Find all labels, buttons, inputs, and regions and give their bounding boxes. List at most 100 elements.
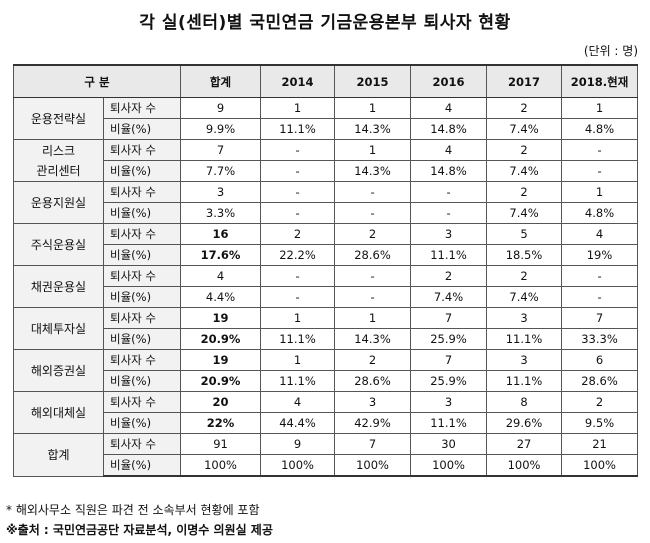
value-cell: 2	[486, 139, 563, 161]
metric-label: 퇴사자 수	[102, 349, 182, 371]
metric-label: 퇴사자 수	[102, 265, 182, 287]
metric-label: 퇴사자 수	[102, 223, 182, 245]
value-cell: 3	[334, 391, 412, 413]
table-row: 비율(%) 4.4% - -7.4% 7.4% -	[14, 286, 639, 308]
value-cell: 1	[260, 97, 336, 119]
dept-cell: 운용전략실	[13, 97, 104, 140]
unit-label: (단위 : 명)	[583, 44, 638, 58]
resignation-table: 구 분 합계 2014 2015 2016 2017 2018.현재 운용전략실…	[12, 64, 639, 477]
value-cell: -	[260, 139, 336, 161]
total-cell: 4	[180, 265, 262, 287]
value-cell: 11.1%	[260, 370, 336, 392]
value-cell: 14.3%	[334, 328, 412, 350]
table-row: 비율(%) 20.9% 11.1% 28.6% 25.9% 11.1% 28.6%	[14, 370, 639, 392]
dept-cell: 운용지원실	[13, 181, 104, 224]
total-cell: 100%	[180, 454, 262, 477]
metric-label: 비율(%)	[102, 370, 182, 392]
value-cell: 3	[410, 391, 488, 413]
footnote-scope: * 해외사무소 직원은 파견 전 소속부서 현황에 포함	[6, 503, 260, 517]
header-total: 합계	[180, 64, 262, 98]
value-cell: 14.8%	[410, 160, 488, 182]
value-cell: 11.1%	[260, 328, 336, 350]
value-cell: -	[334, 286, 412, 308]
value-cell: 6	[561, 349, 639, 371]
value-cell: 7.4%	[486, 286, 563, 308]
value-cell: 5	[486, 223, 563, 245]
value-cell: 42.9%	[334, 412, 412, 434]
value-cell: -	[260, 286, 336, 308]
value-cell: 3	[410, 223, 488, 245]
value-cell: 11.1%	[260, 118, 336, 140]
value-cell: 19%	[561, 244, 639, 266]
value-cell: 30	[410, 433, 488, 455]
value-cell: 28.6%	[561, 370, 639, 392]
total-cell: 9.9%	[180, 118, 262, 140]
value-cell: 28.6%	[334, 370, 412, 392]
total-cell: 22%	[180, 412, 262, 434]
total-cell: 9	[180, 97, 262, 119]
value-cell: 1	[334, 97, 412, 119]
metric-label: 비율(%)	[102, 454, 182, 477]
value-cell: 9	[260, 433, 336, 455]
header-2018: 2018.현재	[561, 64, 639, 98]
value-cell: 9.5%	[561, 412, 639, 434]
value-cell: 11.1%	[410, 244, 488, 266]
total-cell: 7	[180, 139, 262, 161]
value-cell: -	[334, 202, 412, 224]
value-cell: -	[410, 181, 488, 203]
value-cell: -	[334, 265, 412, 287]
dept-label: 해외증권실	[30, 363, 87, 378]
total-cell: 20.9%	[180, 328, 262, 350]
value-cell: 100%	[260, 454, 336, 477]
total-cell: 3	[180, 181, 262, 203]
value-cell: 1	[334, 307, 412, 329]
table-row: 비율(%) 3.3% - - -7.4% 4.8%	[14, 202, 639, 224]
value-cell: 11.1%	[486, 328, 563, 350]
dept-label: 해외대체실	[30, 405, 87, 420]
table-row: 대체투자실 퇴사자 수 19 1 1 7 3 7	[13, 307, 639, 350]
table-row: 비율(%) 7.7% -14.3% 14.8% 7.4% -	[14, 160, 639, 182]
value-cell: 22.2%	[260, 244, 336, 266]
value-cell: 2	[410, 265, 488, 287]
value-cell: 7.4%	[486, 118, 563, 140]
value-cell: -	[260, 202, 336, 224]
value-cell: 100%	[561, 454, 639, 477]
header-2017: 2017	[486, 64, 563, 98]
value-cell: 1	[561, 181, 639, 203]
value-cell: -	[260, 265, 336, 287]
dept-label: 관리센터	[36, 163, 81, 178]
total-cell: 3.3%	[180, 202, 262, 224]
value-cell: 29.6%	[486, 412, 563, 434]
value-cell: -	[561, 139, 639, 161]
table-row: 해외증권실 퇴사자 수 19 1 2 7 3 6	[13, 349, 639, 392]
total-cell: 16	[180, 223, 262, 245]
value-cell: 100%	[486, 454, 563, 477]
table-row: 비율(%) 100% 100% 100% 100% 100% 100%	[14, 454, 639, 477]
value-cell: 7	[561, 307, 639, 329]
value-cell: -	[561, 265, 639, 287]
value-cell: 2	[561, 391, 639, 413]
value-cell: 11.1%	[486, 370, 563, 392]
metric-label: 비율(%)	[102, 328, 182, 350]
value-cell: 100%	[334, 454, 412, 477]
value-cell: 7.4%	[410, 286, 488, 308]
value-cell: 3	[486, 307, 563, 329]
dept-cell: 해외대체실	[13, 391, 104, 434]
metric-label: 퇴사자 수	[102, 139, 182, 161]
value-cell: 27	[486, 433, 563, 455]
dept-cell: 리스크 관리센터	[13, 139, 104, 182]
dept-cell: 해외증권실	[13, 349, 104, 392]
value-cell: 4.8%	[561, 202, 639, 224]
table-row: 비율(%) 20.9% 11.1% 14.3% 25.9% 11.1% 33.3%	[14, 328, 639, 350]
value-cell: 8	[486, 391, 563, 413]
dept-label: 운용전략실	[30, 111, 87, 126]
value-cell: 2	[486, 97, 563, 119]
value-cell: 3	[486, 349, 563, 371]
value-cell: 2	[334, 349, 412, 371]
metric-label: 퇴사자 수	[102, 391, 182, 413]
metric-label: 퇴사자 수	[102, 97, 182, 119]
value-cell: 44.4%	[260, 412, 336, 434]
